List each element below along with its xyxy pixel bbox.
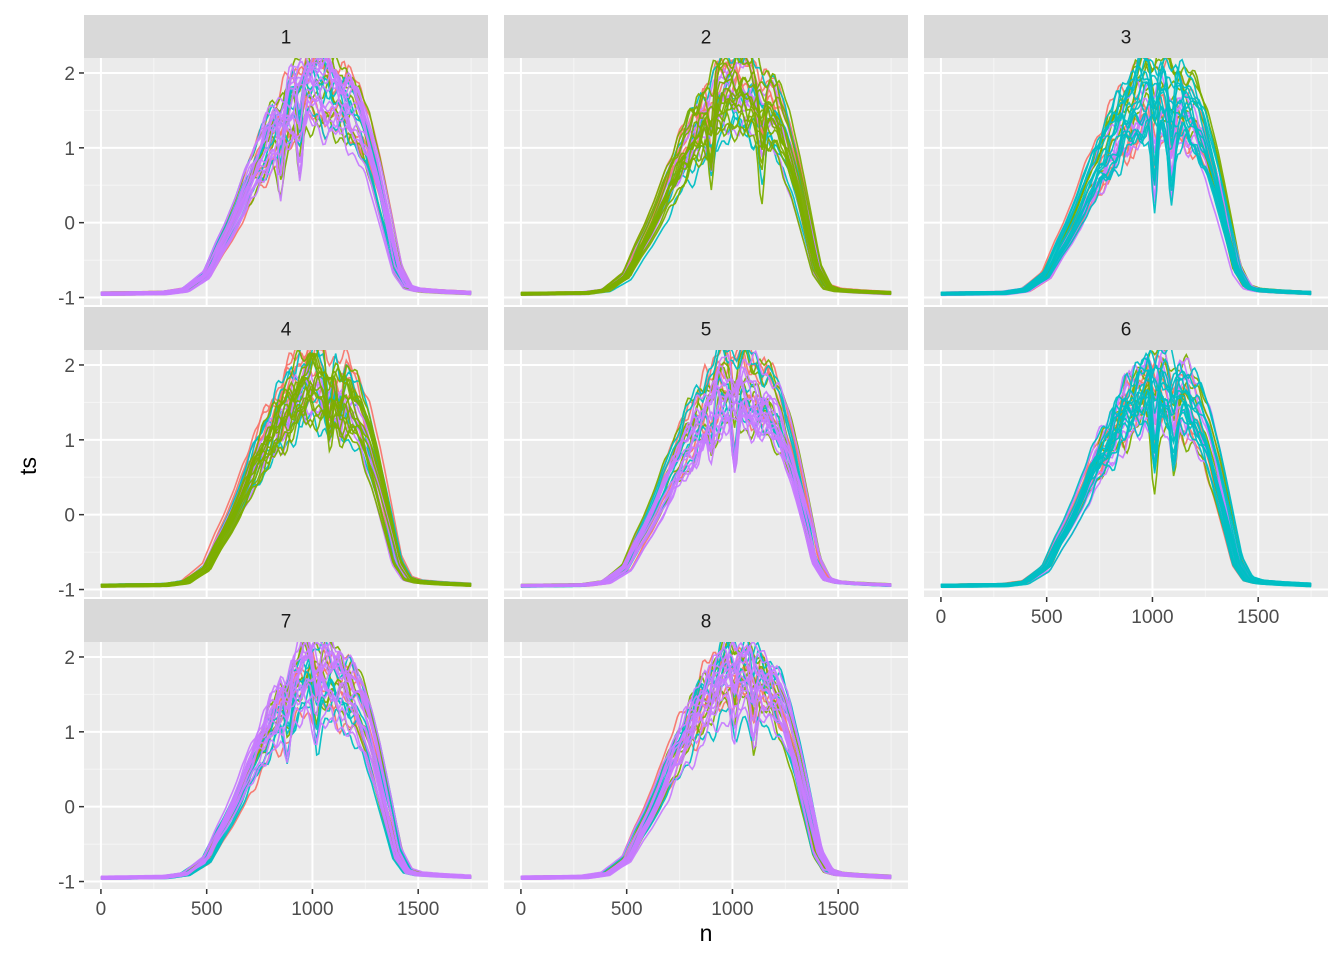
series-line (940, 118, 1312, 294)
y-tick-label: 0 (64, 798, 75, 819)
facet-strip (84, 307, 488, 350)
facet-panels: 1 -1 0 1 2 2 3 4 -1 0 1 2 5 6 0 500 1000 1500 7 -1 0 1 2 0 500 10… (58, 15, 1328, 920)
series-line (520, 58, 892, 295)
x-tick-label: 1500 (397, 899, 439, 920)
facet-panel-5: 5 (504, 307, 908, 597)
y-tick-label: 1 (64, 723, 75, 744)
panel-series-group (520, 350, 892, 588)
panel-series-group (100, 350, 472, 588)
x-tick-label: 500 (1031, 607, 1063, 628)
y-tick-label: 2 (64, 648, 75, 669)
y-tick-label: 1 (64, 139, 75, 160)
panel-series-group (100, 642, 472, 880)
x-tick-label: 0 (936, 607, 947, 628)
facet-strip (504, 599, 908, 642)
y-axis-title: ts (15, 457, 41, 475)
panel-series-group (520, 642, 892, 880)
panel-series-group (100, 58, 472, 296)
facet-strip-label: 2 (701, 28, 712, 49)
panel-series-group (940, 350, 1312, 588)
facet-strip-label: 5 (701, 320, 712, 341)
series-line (100, 642, 472, 878)
y-tick-label: 0 (64, 214, 75, 235)
facet-panel-6: 6 0 500 1000 1500 (924, 307, 1328, 628)
facet-panel-7: 7 -1 0 1 2 0 500 1000 1500 (58, 599, 488, 920)
facet-strip (504, 15, 908, 58)
series-line (940, 392, 1312, 588)
series-line (100, 642, 472, 880)
facet-strip (924, 15, 1328, 58)
series-line (940, 367, 1312, 587)
series-line (100, 372, 472, 587)
panel-series-group (520, 58, 892, 296)
series-line (520, 375, 892, 586)
facet-strip (504, 307, 908, 350)
facet-strip-label: 4 (281, 320, 292, 341)
x-tick-label: 1500 (1237, 607, 1279, 628)
panel-series-group (940, 58, 1312, 297)
x-tick-label: 1000 (1131, 607, 1173, 628)
facet-panel-3: 3 (924, 15, 1328, 305)
x-tick-label: 1500 (817, 899, 859, 920)
x-tick-label: 1000 (291, 899, 333, 920)
series-line (520, 92, 892, 294)
x-tick-label: 500 (191, 899, 223, 920)
facet-strip-label: 6 (1121, 320, 1132, 341)
panel-background (84, 350, 488, 597)
facet-panel-2: 2 (504, 15, 908, 305)
facet-strip-label: 1 (281, 28, 292, 49)
panel-background (924, 350, 1328, 597)
series-line (520, 402, 892, 588)
x-tick-label: 0 (516, 899, 527, 920)
facet-strip (84, 599, 488, 642)
facet-strip-label: 8 (701, 612, 712, 633)
y-tick-label: -1 (58, 873, 75, 894)
y-tick-label: 2 (64, 356, 75, 377)
series-line (100, 76, 472, 294)
x-tick-label: 0 (96, 899, 107, 920)
facet-panel-8: 8 0 500 1000 1500 (504, 599, 908, 920)
y-tick-label: 0 (64, 506, 75, 527)
facet-panel-4: 4 -1 0 1 2 (58, 307, 488, 602)
y-tick-label: -1 (58, 581, 75, 602)
y-tick-label: 1 (64, 431, 75, 452)
facet-panel-1: 1 -1 0 1 2 (58, 15, 488, 310)
facet-strip (84, 15, 488, 58)
x-tick-label: 500 (611, 899, 643, 920)
x-axis-title: n (700, 920, 713, 946)
series-line (520, 644, 892, 878)
x-tick-label: 1000 (711, 899, 753, 920)
facet-strip-label: 7 (281, 612, 292, 633)
series-line (520, 687, 892, 879)
facet-strip (924, 307, 1328, 350)
y-tick-label: -1 (58, 289, 75, 310)
facet-strip-label: 3 (1121, 28, 1132, 49)
panel-background (84, 642, 488, 889)
y-tick-label: 2 (64, 64, 75, 85)
